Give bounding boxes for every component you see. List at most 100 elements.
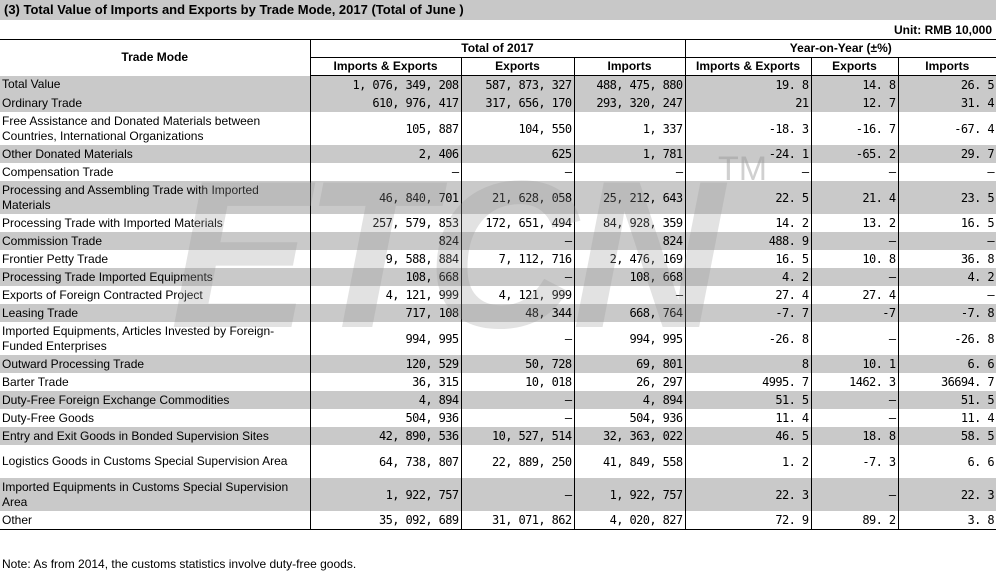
cell-imports: 1, 337 bbox=[574, 112, 686, 145]
trade-mode-name: Barter Trade bbox=[0, 373, 311, 391]
cell-yoy-exports: 1462. 3 bbox=[811, 373, 899, 391]
cell-imports: 4, 894 bbox=[574, 391, 686, 409]
trade-mode-name: Logistics Goods in Customs Special Super… bbox=[0, 445, 311, 478]
cell-yoy-imports-exports: 19. 8 bbox=[685, 75, 812, 94]
trade-mode-name: Other bbox=[0, 511, 311, 530]
cell-yoy-exports: 27. 4 bbox=[811, 286, 899, 304]
cell-exports: 4, 121, 999 bbox=[461, 286, 575, 304]
cell-yoy-exports: 10. 1 bbox=[811, 355, 899, 373]
cell-imports: – bbox=[574, 163, 686, 181]
cell-yoy-imports: 6. 6 bbox=[967, 454, 995, 469]
cell-exports: 31, 071, 862 bbox=[461, 511, 575, 530]
trade-mode-name: Exports of Foreign Contracted Project bbox=[0, 286, 311, 304]
cell-imports-exports: 64, 738, 807 bbox=[310, 445, 462, 478]
cell-imports: 1, 922, 757 bbox=[574, 478, 686, 511]
cell-imports: 108, 668 bbox=[574, 268, 686, 286]
table-row: Exports of Foreign Contracted Project 4, … bbox=[0, 286, 996, 304]
trade-mode-name: Duty-Free Goods bbox=[0, 409, 311, 427]
cell-yoy-imports-exports: 22. 5 bbox=[685, 181, 812, 214]
cell-exports: 172, 651, 494 bbox=[461, 214, 575, 232]
cell-imports-exports: 2, 406 bbox=[310, 145, 462, 163]
header-yoy-exports: Exports bbox=[811, 57, 899, 76]
cell-yoy-imports-exports: 4995. 7 bbox=[685, 373, 812, 391]
cell-imports-exports: 4, 894 bbox=[310, 391, 462, 409]
table-row: Commission Trade 824–824 488. 9– – bbox=[0, 232, 996, 250]
cell-exports: – bbox=[461, 391, 575, 409]
trade-mode-name: Outward Processing Trade bbox=[0, 355, 311, 373]
cell-yoy-imports: 36. 8 bbox=[960, 252, 995, 266]
table-row: Entry and Exit Goods in Bonded Supervisi… bbox=[0, 427, 996, 445]
cell-exports: 10, 527, 514 bbox=[461, 427, 575, 445]
cell-yoy-exports: 18. 8 bbox=[811, 427, 899, 445]
trade-mode-name: Total Value bbox=[0, 75, 311, 94]
footnote: Note: As from 2014, the customs statisti… bbox=[2, 557, 357, 571]
cell-imports: 84, 928, 359 bbox=[574, 214, 686, 232]
cell-yoy-imports-exports: 8 bbox=[685, 355, 812, 373]
cell-yoy-imports: -7. 8 bbox=[898, 304, 996, 322]
table-row: Other 35, 092, 689 31, 071, 862 4, 020, 827… bbox=[0, 511, 996, 530]
cell-imports-exports: 46, 840, 701 bbox=[310, 181, 462, 214]
cell-imports-exports: 1, 076, 349, 208 bbox=[310, 75, 462, 94]
cell-exports: – bbox=[461, 268, 575, 286]
trade-mode-name: Commission Trade bbox=[0, 232, 311, 250]
cell-yoy-imports: – bbox=[987, 165, 995, 179]
cell-exports: 7, 112, 716 bbox=[461, 250, 575, 268]
cell-yoy-imports-exports: 11. 4 bbox=[685, 409, 812, 427]
trade-mode-name: Duty-Free Foreign Exchange Commodities bbox=[0, 391, 311, 409]
header-trade-mode: Trade Mode bbox=[0, 39, 311, 76]
table-row: Leasing Trade 717, 108 48, 344 668, 764 -7. … bbox=[0, 304, 996, 322]
trade-mode-name: Imported Equipments, Articles Invested b… bbox=[0, 322, 311, 355]
cell-imports: 4, 020, 827 bbox=[574, 511, 686, 530]
table-row: Processing Trade Imported Equipments 108,… bbox=[0, 268, 996, 286]
cell-yoy-exports: 14. 8 bbox=[811, 75, 899, 94]
cell-yoy-exports: -65. 2 bbox=[811, 145, 899, 163]
cell-imports: 488, 475, 880 bbox=[574, 75, 686, 94]
cell-yoy-imports: -26. 8 bbox=[954, 331, 995, 346]
cell-imports: 32, 363, 022 bbox=[574, 427, 686, 445]
cell-exports: – bbox=[461, 478, 575, 511]
cell-exports: – bbox=[461, 232, 575, 250]
cell-imports-exports: 717, 108 bbox=[310, 304, 462, 322]
cell-exports: 21, 628, 058 bbox=[461, 181, 575, 214]
cell-imports: 668, 764 bbox=[574, 304, 686, 322]
cell-yoy-exports: 13. 2 bbox=[811, 214, 899, 232]
cell-yoy-imports-exports: -24. 1 bbox=[685, 145, 812, 163]
header-yoy-imports: Imports bbox=[898, 57, 996, 76]
cell-yoy-imports: 11. 4 bbox=[960, 411, 995, 425]
cell-exports: – bbox=[461, 322, 575, 355]
cell-yoy-imports: 36694. 7 bbox=[941, 375, 995, 389]
trade-mode-name: Processing Trade Imported Equipments bbox=[0, 268, 311, 286]
table-row: Processing Trade with Imported Materials… bbox=[0, 214, 996, 232]
table-row: Frontier Petty Trade 9, 588, 884 7, 112, 7… bbox=[0, 250, 996, 268]
cell-exports: 22, 889, 250 bbox=[461, 445, 575, 478]
cell-yoy-imports-exports: – bbox=[685, 163, 812, 181]
trade-mode-table: Trade Mode Total of 2017 Year-on-Year (±… bbox=[0, 39, 996, 530]
table-title: (3) Total Value of Imports and Exports b… bbox=[0, 0, 996, 20]
cell-yoy-imports: 6. 6 bbox=[898, 355, 996, 373]
trade-mode-name: Other Donated Materials bbox=[0, 145, 311, 163]
cell-yoy-imports-exports: -26. 8 bbox=[685, 322, 812, 355]
cell-imports-exports: 1, 922, 757 bbox=[310, 478, 462, 511]
cell-yoy-imports: 58. 5 bbox=[898, 427, 996, 445]
trade-mode-name: Ordinary Trade bbox=[0, 94, 311, 112]
cell-imports-exports: 994, 995 bbox=[310, 322, 462, 355]
table-row: Compensation Trade – – – – – – bbox=[0, 163, 996, 181]
cell-imports: 504, 936 bbox=[574, 409, 686, 427]
cell-yoy-exports: – bbox=[811, 268, 899, 286]
cell-yoy-exports: 10. 8 bbox=[811, 250, 899, 268]
cell-yoy-exports: – bbox=[811, 232, 899, 250]
cell-yoy-exports: -7 bbox=[811, 304, 899, 322]
trade-mode-name: Entry and Exit Goods in Bonded Supervisi… bbox=[0, 427, 311, 445]
table-row: Barter Trade 36, 315 10, 018 26, 297 4995. 7… bbox=[0, 373, 996, 391]
cell-imports-exports: 9, 588, 884 bbox=[310, 250, 462, 268]
cell-yoy-imports-exports: 4. 2 bbox=[685, 268, 812, 286]
cell-yoy-exports: – bbox=[811, 478, 899, 511]
table-body: Total Value 1, 076, 349, 208 587, 873, 327… bbox=[0, 75, 996, 530]
table-row: Total Value 1, 076, 349, 208 587, 873, 327… bbox=[0, 75, 996, 94]
cell-exports: 50, 728 bbox=[461, 355, 575, 373]
trade-mode-name: Processing and Assembling Trade with Imp… bbox=[0, 181, 311, 214]
cell-imports-exports: 42, 890, 536 bbox=[310, 427, 462, 445]
cell-yoy-imports: -67. 4 bbox=[954, 121, 995, 136]
unit-label: Unit: RMB 10,000 bbox=[893, 23, 992, 37]
cell-yoy-imports-exports: 27. 4 bbox=[685, 286, 812, 304]
